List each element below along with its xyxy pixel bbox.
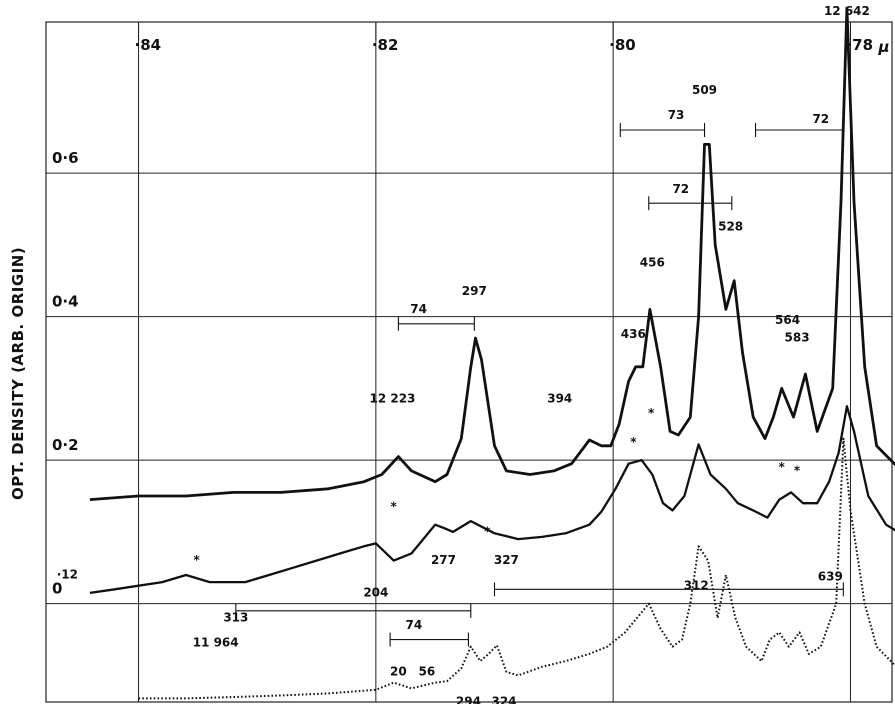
- peak-label: 509: [692, 83, 717, 97]
- peak-label: 327: [494, 553, 519, 567]
- peak-label: 277: [431, 553, 456, 567]
- peak-label: 564: [775, 313, 800, 327]
- axis-tick-labels: ·84 ·82 ·80 ·78 µ 0 0·2 0·4 0·6: [52, 36, 890, 598]
- star-mark: *: [794, 463, 801, 477]
- series-curve-a: [89, 405, 895, 595]
- y-tick-label: 0·4: [52, 293, 79, 311]
- peak-label: 312: [684, 578, 709, 592]
- x-tick-label: ·78: [846, 36, 873, 54]
- star-mark: *: [648, 406, 655, 420]
- peak-label: 11 964: [193, 636, 239, 650]
- star-mark: *: [779, 460, 786, 474]
- y-tick-label: 0·2: [52, 436, 79, 454]
- series-curves: [89, 6, 895, 700]
- plot-frame: [45, 21, 893, 703]
- interval-brackets: [235, 123, 844, 647]
- peak-label: 294: [456, 695, 481, 704]
- y-axis-label: OPT. DENSITY (ARB. ORIGIN): [9, 247, 27, 500]
- peak-label: 72: [672, 182, 689, 196]
- star-mark: *: [194, 553, 201, 567]
- peak-label: 528: [718, 219, 743, 233]
- peak-label: 204: [363, 586, 388, 600]
- x-unit-label: µ: [877, 38, 889, 56]
- peak-label: 20: [390, 664, 407, 678]
- x-tick-label: ·84: [135, 36, 162, 54]
- peak-label: 583: [785, 331, 810, 345]
- x-tick-label: ·80: [609, 36, 636, 54]
- series-curve-b: [89, 6, 895, 501]
- peak-label: 297: [462, 284, 487, 298]
- series-curve-c: [138, 437, 895, 700]
- peak-label: 12 223: [369, 392, 415, 406]
- peak-label: 73: [668, 108, 685, 122]
- y-axis-label-text: OPT. DENSITY (ARB. ORIGIN): [9, 247, 27, 500]
- peak-label: 436: [621, 327, 646, 341]
- peak-label: 456: [640, 255, 665, 269]
- y-tick-label: 0: [52, 580, 62, 598]
- peak-label: 72: [812, 112, 829, 126]
- x-tick-label: ·82: [372, 36, 399, 54]
- y-tick-label: 0·6: [52, 149, 79, 167]
- star-mark: *: [484, 524, 491, 538]
- grid: [45, 21, 893, 703]
- peak-label: 74: [410, 302, 427, 316]
- peak-label: 12 642: [824, 4, 870, 18]
- star-mark: *: [630, 435, 637, 449]
- peak-label: 394: [547, 392, 572, 406]
- peak-label: 74: [405, 618, 422, 632]
- peak-label: ·12: [57, 568, 78, 582]
- star-mark: *: [391, 499, 398, 513]
- peak-label: 324: [491, 695, 516, 704]
- peak-label: 56: [419, 664, 436, 678]
- peak-label: 313: [223, 611, 248, 625]
- peak-label: 639: [818, 570, 843, 584]
